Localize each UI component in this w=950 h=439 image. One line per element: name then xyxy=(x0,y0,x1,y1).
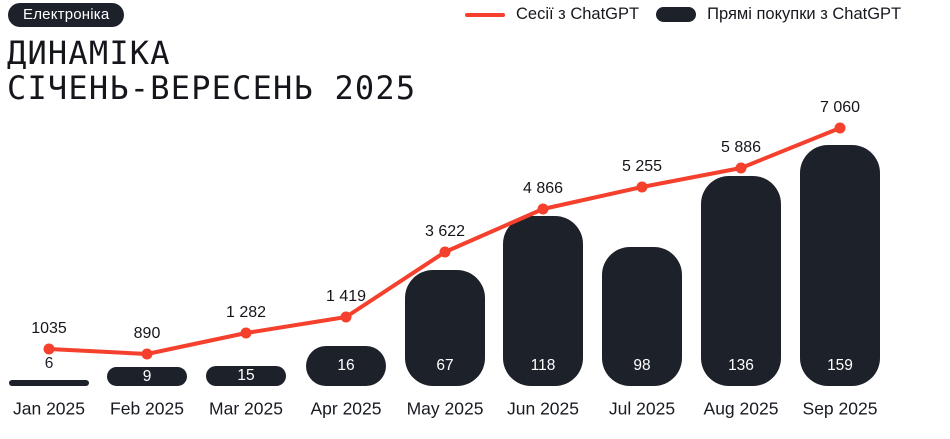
line-value-label: 7 060 xyxy=(819,99,861,116)
line-point-dot xyxy=(735,162,747,174)
bar-value-label: 159 xyxy=(827,357,853,374)
line-point-dot xyxy=(340,311,352,323)
bar-value-label: 16 xyxy=(337,357,355,374)
x-axis-label: Mar 2025 xyxy=(209,398,283,419)
bar-value-label: 9 xyxy=(142,367,152,385)
x-axis-label: Jul 2025 xyxy=(608,398,676,419)
chart-title-line2: СІЧЕНЬ-ВЕРЕСЕНЬ 2025 xyxy=(7,69,417,107)
legend-label-sessions: Сесії з ChatGPT xyxy=(516,5,640,23)
bar: 136 xyxy=(701,176,781,386)
line-point-dot xyxy=(834,122,846,134)
bar-value-label: 67 xyxy=(436,357,454,374)
bar-value-label: 98 xyxy=(633,357,651,374)
bar: 9 xyxy=(107,367,187,386)
x-axis-label: Feb 2025 xyxy=(110,398,184,419)
x-axis-label: Jan 2025 xyxy=(12,398,86,419)
bar-value-label: 15 xyxy=(237,367,255,384)
line-value-label: 4 866 xyxy=(522,180,564,197)
line-point-dot xyxy=(537,203,549,215)
line-point-dot xyxy=(636,181,648,193)
bar-value-label: 6 xyxy=(44,355,54,372)
x-axis-label: Jun 2025 xyxy=(506,398,580,419)
legend-item-purchases: Прямі покупки з ChatGPT xyxy=(656,5,901,24)
line-series-swatch-icon xyxy=(465,12,505,17)
line-value-label: 1 282 xyxy=(225,304,267,321)
bar-value-label: 118 xyxy=(530,357,556,374)
line-point-dot xyxy=(43,343,55,355)
chart-title-line1: ДИНАМІКА xyxy=(7,34,171,72)
x-axis-label: May 2025 xyxy=(406,398,484,419)
x-axis-label: Sep 2025 xyxy=(802,398,878,419)
bar-series-swatch-icon xyxy=(656,7,697,22)
line-value-label: 5 886 xyxy=(720,139,762,156)
bar xyxy=(9,380,89,386)
bar: 15 xyxy=(206,366,286,386)
chart-title: ДИНАМІКА СІЧЕНЬ-ВЕРЕСЕНЬ 2025 xyxy=(7,36,416,106)
legend-item-sessions: Сесії з ChatGPT xyxy=(465,5,639,24)
bar: 98 xyxy=(602,247,682,386)
legend-label-purchases: Прямі покупки з ChatGPT xyxy=(707,5,902,23)
line-value-label: 890 xyxy=(133,325,161,342)
line-point-dot xyxy=(240,327,252,339)
line-point-dot xyxy=(141,348,153,360)
legend: Сесії з ChatGPT Прямі покупки з ChatGPT xyxy=(465,5,901,24)
bar: 159 xyxy=(800,145,880,386)
line-point-dot xyxy=(439,246,451,258)
bar: 67 xyxy=(405,270,485,386)
line-value-label: 5 255 xyxy=(621,158,663,175)
x-axis-label: Aug 2025 xyxy=(703,398,779,419)
line-value-label: 3 622 xyxy=(424,223,466,240)
bar: 118 xyxy=(503,216,583,386)
x-axis-label: Apr 2025 xyxy=(310,398,382,419)
bar: 16 xyxy=(306,346,386,386)
line-value-label: 1 419 xyxy=(325,288,367,305)
category-badge: Електроніка xyxy=(8,3,125,27)
bar-value-label: 136 xyxy=(728,357,754,374)
line-value-label: 1035 xyxy=(31,320,67,337)
